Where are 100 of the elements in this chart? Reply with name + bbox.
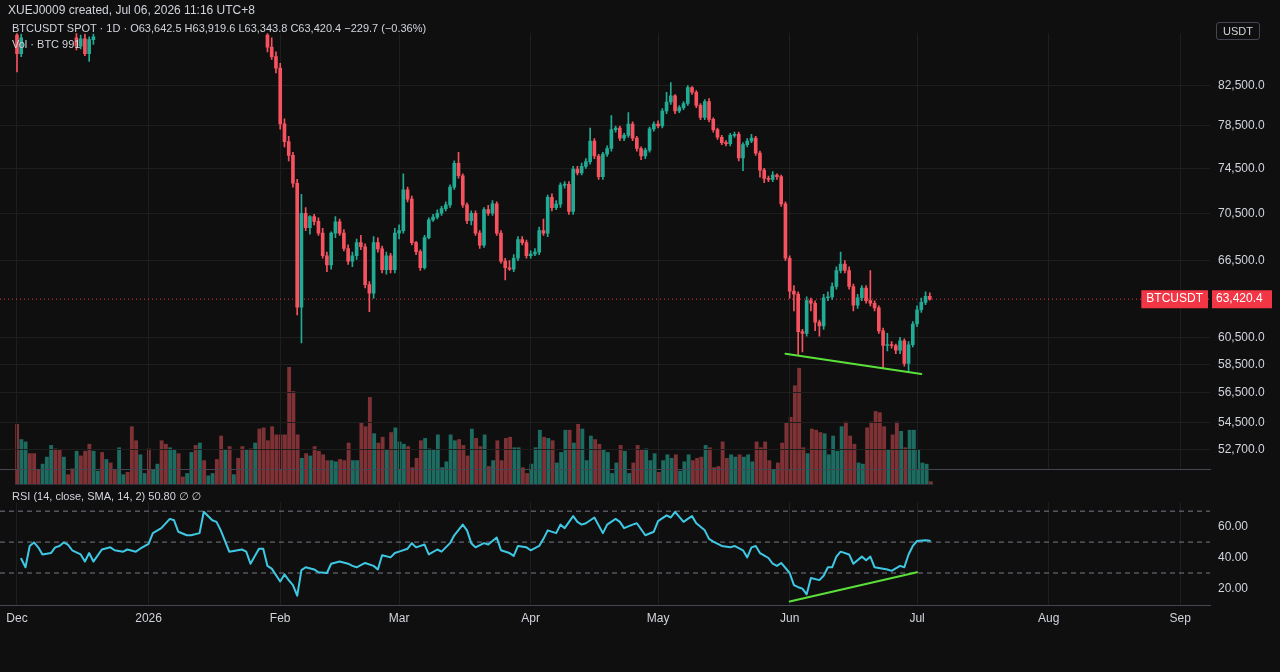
bar xyxy=(104,459,109,484)
bar xyxy=(622,450,627,484)
bar xyxy=(261,427,266,484)
x-tick-label: Apr xyxy=(521,610,541,625)
bar xyxy=(805,453,810,484)
bar xyxy=(346,442,351,484)
bar xyxy=(389,432,394,484)
bar xyxy=(223,449,228,484)
bar xyxy=(138,454,143,484)
bar xyxy=(652,453,657,484)
bar xyxy=(822,433,827,484)
bar xyxy=(380,436,385,484)
bar xyxy=(253,442,258,484)
bar xyxy=(618,445,623,484)
bar xyxy=(231,474,236,484)
y-tick-label: 82,500.0 xyxy=(1218,77,1266,92)
y-tick-label: 66,500.0 xyxy=(1218,252,1266,267)
y-tick-label: 58,500.0 xyxy=(1218,357,1266,372)
bar xyxy=(312,446,317,484)
bar xyxy=(763,441,768,484)
bar xyxy=(928,481,933,484)
bar xyxy=(754,441,759,484)
bar xyxy=(894,421,899,484)
bar xyxy=(576,424,581,484)
bar xyxy=(172,449,177,484)
bar xyxy=(163,443,168,484)
bar xyxy=(550,440,555,484)
bar xyxy=(597,443,602,484)
bar xyxy=(903,447,908,484)
bar xyxy=(193,445,198,484)
bar xyxy=(87,443,92,484)
bar xyxy=(512,447,517,484)
bar xyxy=(746,454,751,484)
bar xyxy=(287,367,292,484)
bar xyxy=(117,447,122,484)
bar xyxy=(495,440,500,484)
bar xyxy=(227,446,232,484)
annotation: BTCUSDT SPOT · 1D · O63,642.5 H63,919.6 L63,343.8 C63,420.4 −229.7 (−0.36%) xyxy=(12,22,427,34)
bar xyxy=(911,429,916,484)
bar xyxy=(53,448,58,484)
bar xyxy=(108,462,113,484)
bar xyxy=(189,452,194,484)
bar xyxy=(865,427,870,484)
bar xyxy=(508,436,513,484)
text: RSI (14, close, SMA, 14, 2) 50.80 ∅ ∅ xyxy=(12,490,202,503)
bar xyxy=(665,454,670,484)
bar xyxy=(690,460,695,484)
bar xyxy=(474,438,479,484)
bar xyxy=(856,462,861,484)
candlestick xyxy=(668,82,673,105)
bar xyxy=(469,428,474,484)
x-tick-label: Jul xyxy=(909,610,925,625)
bar xyxy=(206,475,211,484)
bar xyxy=(771,469,776,484)
bar xyxy=(70,468,75,484)
bar xyxy=(49,445,54,484)
bar xyxy=(601,449,606,484)
x-tick-label: Feb xyxy=(269,610,291,625)
bar xyxy=(899,431,904,484)
y-tick-label: 56,500.0 xyxy=(1218,385,1266,400)
bar xyxy=(393,427,398,484)
x-tick-label: Sep xyxy=(1169,610,1192,625)
bar xyxy=(593,439,598,484)
bar xyxy=(299,457,304,484)
bar xyxy=(321,454,326,484)
bar xyxy=(843,421,848,484)
bar xyxy=(202,460,207,484)
bar xyxy=(333,461,338,484)
y-tick-label: 52,700.0 xyxy=(1218,441,1266,456)
bar xyxy=(537,429,542,484)
bar xyxy=(580,428,585,484)
bar xyxy=(733,456,738,484)
bar xyxy=(669,457,674,484)
bar xyxy=(384,449,389,484)
bar xyxy=(644,448,649,484)
bar xyxy=(614,462,619,484)
x-tick-label: Aug xyxy=(1037,610,1060,625)
bar xyxy=(23,441,28,484)
bar xyxy=(686,454,691,484)
bar xyxy=(423,438,428,484)
bar xyxy=(91,450,96,484)
bar xyxy=(673,454,678,484)
x-tick-label: Mar xyxy=(388,610,410,625)
bar xyxy=(639,449,644,484)
bar xyxy=(155,463,160,484)
bar xyxy=(546,438,551,484)
bar xyxy=(359,422,364,484)
bar xyxy=(571,442,576,484)
bar xyxy=(308,455,313,484)
bar xyxy=(32,453,37,484)
bar xyxy=(656,471,661,484)
bar xyxy=(542,436,547,484)
bar xyxy=(316,450,321,484)
ref-line-label: 63,420.4 xyxy=(1216,291,1264,306)
bar xyxy=(240,446,245,484)
bar xyxy=(877,412,882,484)
bar xyxy=(839,426,844,484)
y-tick-label: 78,500.0 xyxy=(1218,118,1266,133)
bar xyxy=(503,438,508,484)
y-tick-label: 40.00 xyxy=(1218,549,1249,564)
